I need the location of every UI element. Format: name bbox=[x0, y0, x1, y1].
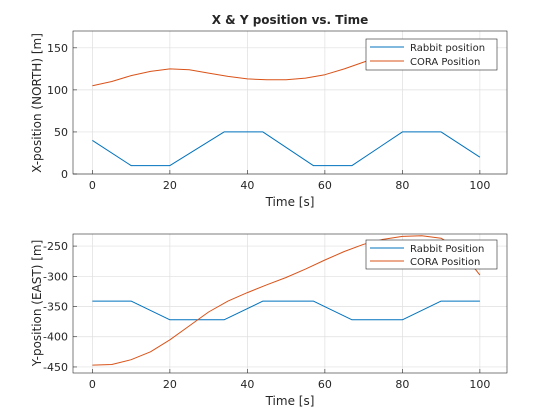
x-position-x-tick-label: 60 bbox=[318, 179, 332, 192]
y-position-ticks: 0 20 40 60 80 100 -450 -400 -350 -300 -250 bbox=[43, 240, 490, 391]
y-position-x-tick-label: 40 bbox=[240, 378, 254, 391]
y-position-series-rabbit-line bbox=[92, 300, 480, 321]
y-position-series-cora-line bbox=[92, 235, 481, 366]
y-position-legend-label-rabbit: Rabbit Position bbox=[410, 244, 484, 255]
chart-title: X & Y position vs. Time bbox=[212, 13, 369, 27]
x-position-legend-label-rabbit: Rabbit position bbox=[410, 43, 485, 54]
x-position-legend-box bbox=[365, 38, 498, 71]
x-position-x-tick-label: 20 bbox=[163, 179, 177, 192]
y-position-y-tick-label: -300 bbox=[43, 270, 68, 283]
x-position-y-tick-label: 50 bbox=[54, 126, 68, 139]
y-position-x-tick-label: 80 bbox=[395, 378, 409, 391]
y-position-y-tick-label: -400 bbox=[43, 331, 68, 344]
x-position-axes-frame bbox=[72, 30, 508, 175]
y-position-y-tick-label: -350 bbox=[43, 301, 68, 314]
x-position-x-tick-label: 80 bbox=[395, 179, 409, 192]
y-position-y-tick-label: -250 bbox=[43, 240, 68, 253]
x-position-x-tick-label: 0 bbox=[89, 179, 96, 192]
y-position-x-tick-label: 20 bbox=[163, 378, 177, 391]
x-position-x-tick-label: 100 bbox=[469, 179, 490, 192]
y-position-x-tick-label: 60 bbox=[318, 378, 332, 391]
x-position-y-tick-label: 0 bbox=[61, 168, 68, 181]
y-position-legend-box bbox=[365, 239, 498, 270]
y-position-x-axis-label: Time [s] bbox=[265, 394, 315, 408]
x-position-x-tick-label: 40 bbox=[240, 179, 254, 192]
x-position-series-rabbit-line bbox=[92, 131, 481, 167]
x-position-y-tick-label: 100 bbox=[47, 84, 68, 97]
y-position-legend: Rabbit Position CORA Position bbox=[365, 239, 498, 270]
x-position-plot: 0 20 40 60 80 100 0 50 100 150 X & Y position vs.… bbox=[30, 13, 508, 209]
y-position-x-tick-label: 0 bbox=[89, 378, 96, 391]
x-position-y-axis-label: X-position (NORTH) [m] bbox=[30, 33, 44, 173]
y-position-x-tick-label: 100 bbox=[469, 378, 490, 391]
y-position-plot: 0 20 40 60 80 100 -450 -400 -350 -300 -250 Time [s… bbox=[30, 233, 508, 408]
y-position-y-axis-label: Y-position (EAST) [m] bbox=[30, 240, 44, 368]
x-position-y-tick-label: 150 bbox=[47, 42, 68, 55]
x-position-ticks: 0 20 40 60 80 100 0 50 100 150 bbox=[47, 42, 490, 192]
y-position-legend-label-cora: CORA Position bbox=[410, 257, 480, 268]
x-position-legend: Rabbit position CORA Position bbox=[365, 38, 498, 71]
x-position-x-axis-label: Time [s] bbox=[265, 195, 315, 209]
x-position-legend-label-cora: CORA Position bbox=[410, 57, 480, 68]
y-position-axes-frame bbox=[72, 233, 508, 374]
y-position-series bbox=[92, 235, 481, 366]
y-position-y-tick-label: -450 bbox=[43, 361, 68, 374]
